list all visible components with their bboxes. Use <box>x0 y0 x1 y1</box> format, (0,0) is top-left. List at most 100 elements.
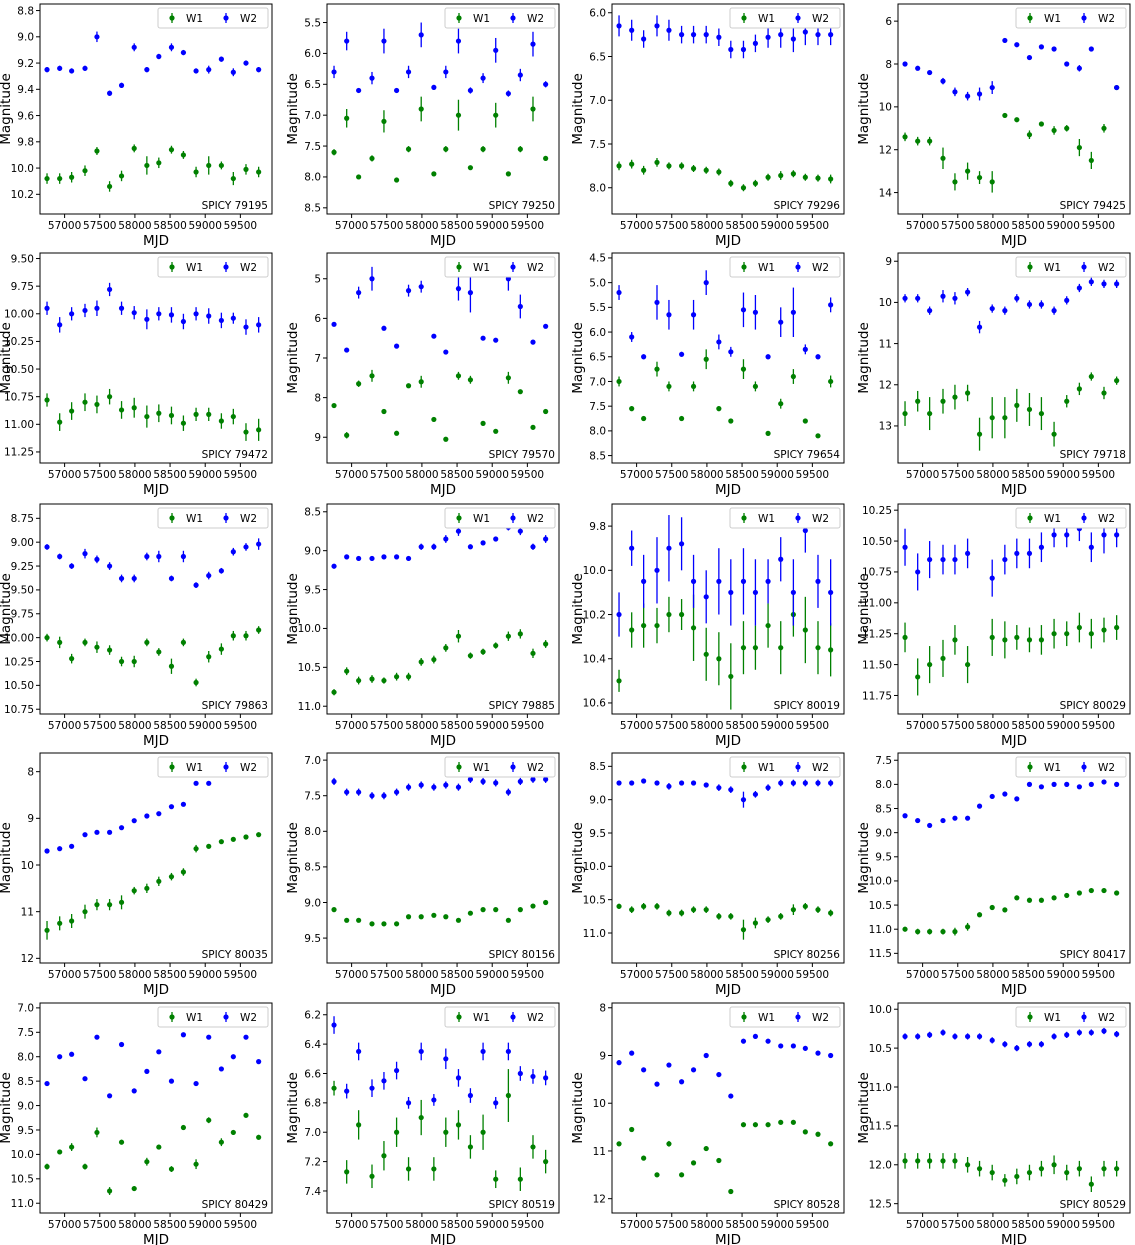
data-point-w1 <box>394 177 400 183</box>
x-tick-label: 59000 <box>476 469 509 481</box>
data-layer <box>44 282 262 441</box>
plot-frame <box>326 503 560 715</box>
x-tick-label: 57000 <box>906 220 939 232</box>
legend-label-w2: W2 <box>527 262 544 274</box>
y-tick-label: 7.0 <box>304 110 321 122</box>
x-tick-label: 57500 <box>655 220 688 232</box>
data-point-w2 <box>455 38 462 44</box>
plot-frame <box>39 752 273 964</box>
data-point-w2 <box>193 311 199 317</box>
legend-label-w2: W2 <box>812 513 829 525</box>
legend-label-w1: W1 <box>758 13 775 25</box>
data-point-w1 <box>1101 125 1107 131</box>
x-tick-label: 58000 <box>976 469 1009 481</box>
data-point-w2 <box>976 91 983 97</box>
data-point-w1 <box>82 909 88 915</box>
data-point-w1 <box>915 398 921 404</box>
data-point-w1 <box>543 899 549 906</box>
data-point-w1 <box>44 927 50 933</box>
data-point-w1 <box>1076 624 1082 631</box>
data-point-w2 <box>940 556 946 563</box>
data-point-w1 <box>616 1141 622 1147</box>
data-point-w2 <box>1114 781 1120 787</box>
legend-box <box>444 256 556 278</box>
y-tick-label: 12 <box>593 1193 606 1205</box>
legend-label-w1: W1 <box>473 262 490 274</box>
legend: W1 W2 <box>1015 1006 1127 1028</box>
legend-label-w1: W1 <box>1044 13 1061 25</box>
data-point-w1 <box>778 172 784 179</box>
data-point-w1 <box>381 921 387 927</box>
y-tick-label: 6.5 <box>304 79 321 91</box>
data-point-w2 <box>1051 1033 1057 1040</box>
data-point-w2 <box>641 1067 647 1073</box>
y-tick-label: 8 <box>314 392 321 404</box>
series-w2 <box>902 277 1120 334</box>
data-point-w1 <box>728 1188 734 1195</box>
data-point-w2 <box>703 32 709 38</box>
data-point-w1 <box>206 162 212 169</box>
legend-marker-w1 <box>456 15 462 21</box>
data-point-w2 <box>467 544 474 550</box>
object-label: SPICY 80429 <box>202 1199 268 1211</box>
y-tick-label: 10.5 <box>11 1174 34 1186</box>
data-point-w1 <box>331 402 337 409</box>
data-point-w1 <box>641 415 647 422</box>
data-point-w2 <box>131 575 137 582</box>
data-point-w1 <box>915 138 921 144</box>
data-point-w2 <box>940 78 946 84</box>
data-point-w2 <box>1088 279 1094 285</box>
y-tick-label: 12 <box>879 380 892 392</box>
data-point-w2 <box>616 780 622 786</box>
data-point-w1 <box>480 420 486 426</box>
data-point-w1 <box>467 377 474 383</box>
plot-frame <box>39 503 273 715</box>
data-point-w2 <box>331 563 337 569</box>
data-point-w2 <box>654 23 660 29</box>
data-point-w2 <box>118 82 125 88</box>
x-tick-label: 58000 <box>118 1219 151 1231</box>
data-point-w1 <box>256 627 262 633</box>
y-tick-label: 12 <box>21 953 34 965</box>
data-point-w2 <box>118 305 125 311</box>
data-point-w1 <box>131 1185 137 1192</box>
x-axis-label: MJD <box>715 1232 741 1245</box>
data-point-w2 <box>765 354 771 360</box>
data-point-w1 <box>679 1172 685 1178</box>
x-tick-label: 57000 <box>620 220 653 232</box>
data-point-w1 <box>965 1162 971 1168</box>
data-point-w1 <box>1101 887 1107 894</box>
data-point-w2 <box>543 81 549 87</box>
data-point-w1 <box>616 378 622 385</box>
data-layer <box>331 266 549 442</box>
x-tick-label: 59500 <box>1082 1219 1115 1231</box>
data-point-w2 <box>679 32 685 38</box>
x-axis-label: MJD <box>430 982 456 998</box>
data-layer <box>616 1033 834 1195</box>
series-w1 <box>902 84 1120 193</box>
chart-panel: 57000 57500 58000 58500 59000 59500 8.75 9.00 9.… <box>0 503 273 749</box>
data-point-w1 <box>1002 1177 1008 1183</box>
data-point-w2 <box>118 575 125 582</box>
data-point-w2 <box>629 780 635 786</box>
data-point-w2 <box>94 1034 100 1040</box>
x-tick-label: 59000 <box>476 1219 509 1231</box>
data-point-w1 <box>778 401 784 407</box>
data-point-w1 <box>802 418 808 424</box>
legend: W1 W2 <box>1015 256 1127 278</box>
data-point-w1 <box>927 410 933 417</box>
data-point-w1 <box>369 155 375 162</box>
chart-panel: 57000 57500 58000 58500 59000 59500 4.5 5.0 5.5 6… <box>570 252 845 498</box>
y-tick-label: 8.5 <box>304 203 321 215</box>
data-point-w2 <box>168 44 175 50</box>
data-point-w1 <box>44 1164 50 1170</box>
data-point-w2 <box>927 556 933 563</box>
legend: W1 W2 <box>729 756 841 778</box>
y-tick-label: 10 <box>879 102 892 114</box>
y-tick-label: 7.5 <box>17 1027 34 1039</box>
data-point-w1 <box>344 432 350 438</box>
data-point-w2 <box>1064 1032 1070 1038</box>
data-point-w1 <box>418 914 424 920</box>
data-point-w1 <box>1051 1162 1057 1168</box>
data-point-w2 <box>728 589 734 596</box>
